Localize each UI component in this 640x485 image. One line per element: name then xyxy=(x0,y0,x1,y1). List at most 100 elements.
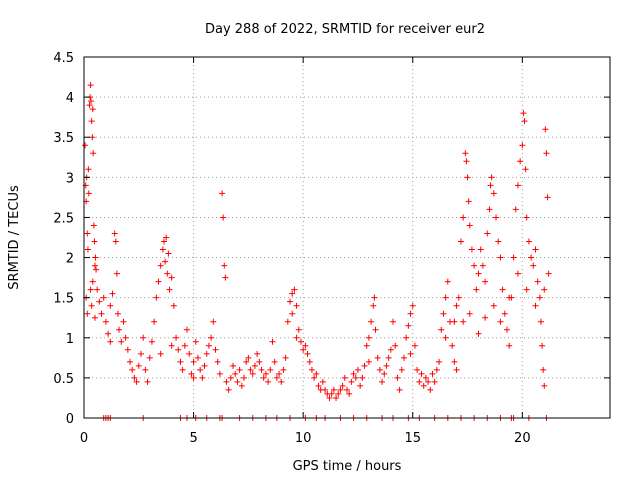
data-point xyxy=(113,270,120,277)
data-point xyxy=(532,302,539,309)
data-point xyxy=(523,286,530,293)
data-point xyxy=(114,310,121,317)
data-point xyxy=(144,378,151,385)
data-point xyxy=(442,334,449,341)
data-point xyxy=(89,278,96,285)
data-point xyxy=(525,238,532,245)
data-point xyxy=(488,174,495,181)
data-point xyxy=(433,366,440,373)
data-point xyxy=(438,326,445,333)
chart-title: Day 288 of 2022, SRMTID for receiver eur… xyxy=(205,22,485,37)
data-point xyxy=(197,366,204,373)
data-point xyxy=(260,374,267,381)
data-point xyxy=(302,342,309,349)
data-point xyxy=(344,386,350,393)
data-point xyxy=(503,326,510,333)
data-point xyxy=(247,366,254,373)
data-point xyxy=(392,342,399,349)
data-point xyxy=(230,362,237,369)
data-point xyxy=(232,370,239,377)
data-point xyxy=(160,238,167,245)
data-point xyxy=(271,358,278,365)
data-point xyxy=(287,298,294,305)
data-point xyxy=(170,302,177,309)
data-point xyxy=(267,366,274,373)
data-point xyxy=(407,310,414,317)
data-point xyxy=(451,318,458,325)
data-point xyxy=(88,302,95,309)
data-point xyxy=(162,258,169,265)
data-point xyxy=(129,366,136,373)
data-point xyxy=(486,206,493,213)
data-point xyxy=(517,158,524,165)
data-point xyxy=(184,326,191,333)
data-point xyxy=(418,370,425,377)
data-point xyxy=(236,366,243,373)
x-axis-label: GPS time / hours xyxy=(293,459,402,474)
data-point xyxy=(379,378,386,385)
data-point xyxy=(357,382,364,389)
data-point xyxy=(520,110,527,117)
data-point xyxy=(175,346,182,353)
data-point xyxy=(407,350,414,357)
data-point xyxy=(326,394,333,401)
data-point xyxy=(165,250,172,257)
data-point xyxy=(249,370,256,377)
data-point xyxy=(306,358,313,365)
data-point xyxy=(530,262,537,269)
data-point xyxy=(514,182,521,189)
data-point xyxy=(475,270,482,277)
grid-layer xyxy=(84,57,610,418)
data-point xyxy=(251,362,258,369)
data-point xyxy=(539,342,546,349)
data-point xyxy=(497,318,504,325)
data-point xyxy=(208,334,215,341)
data-point xyxy=(254,350,261,357)
data-point xyxy=(89,134,96,141)
data-point xyxy=(84,310,91,317)
data-point xyxy=(199,374,206,381)
data-point xyxy=(96,298,103,305)
data-point xyxy=(284,318,291,325)
data-point xyxy=(82,142,89,149)
y-tick-label: 4 xyxy=(66,91,74,106)
data-point xyxy=(536,294,543,301)
data-point xyxy=(394,374,401,381)
data-point xyxy=(484,230,491,237)
data-point xyxy=(463,158,470,165)
data-point xyxy=(91,238,98,245)
data-point xyxy=(534,278,541,285)
data-point xyxy=(300,346,307,353)
data-point xyxy=(460,214,467,221)
data-point xyxy=(157,350,164,357)
x-tick-label: 15 xyxy=(404,431,421,446)
y-tick-label: 1.5 xyxy=(53,292,74,307)
data-point xyxy=(289,290,296,297)
data-point xyxy=(311,374,318,381)
data-point xyxy=(124,346,131,353)
data-point xyxy=(429,370,436,377)
data-point xyxy=(192,338,199,345)
data-point xyxy=(203,350,210,357)
data-points xyxy=(82,82,552,421)
data-point xyxy=(282,354,289,361)
data-point xyxy=(293,334,300,341)
data-point xyxy=(168,342,175,349)
data-point xyxy=(506,342,513,349)
data-point xyxy=(205,342,212,349)
data-point xyxy=(85,190,92,197)
data-point xyxy=(262,370,269,377)
data-point xyxy=(100,294,107,301)
data-point xyxy=(346,390,353,397)
data-point xyxy=(510,254,517,261)
data-point xyxy=(214,358,221,365)
data-point xyxy=(482,314,489,321)
data-point xyxy=(140,334,147,341)
data-point xyxy=(453,366,460,373)
y-tick-label: 0 xyxy=(66,412,74,427)
data-point xyxy=(190,358,197,365)
data-point xyxy=(86,102,93,109)
data-point xyxy=(219,190,226,197)
data-point xyxy=(468,246,475,253)
